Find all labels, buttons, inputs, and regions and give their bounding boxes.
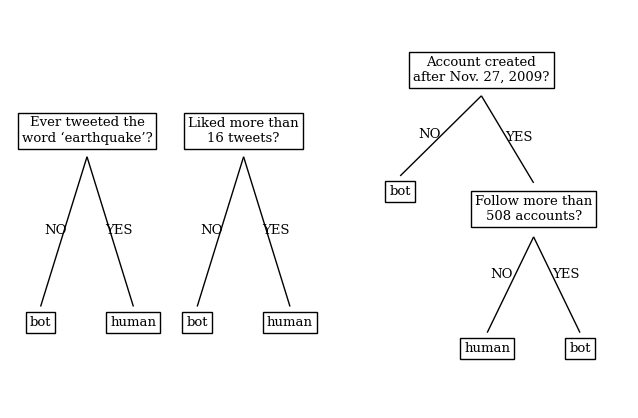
Text: human: human (110, 316, 156, 329)
Text: Liked more than
16 tweets?: Liked more than 16 tweets? (188, 117, 299, 145)
Text: NO: NO (418, 128, 440, 141)
Text: human: human (464, 342, 510, 355)
Text: YES: YES (552, 268, 579, 281)
Text: Ever tweeted the
word ‘earthquake’?: Ever tweeted the word ‘earthquake’? (22, 117, 152, 145)
Text: bot: bot (389, 185, 411, 198)
Text: YES: YES (105, 224, 133, 237)
Text: bot: bot (569, 342, 591, 355)
Text: human: human (267, 316, 313, 329)
Text: Account created
after Nov. 27, 2009?: Account created after Nov. 27, 2009? (413, 56, 549, 84)
Text: NO: NO (44, 224, 66, 237)
Text: YES: YES (262, 224, 289, 237)
Text: bot: bot (186, 316, 208, 329)
Text: YES: YES (505, 131, 533, 144)
Text: bot: bot (30, 316, 51, 329)
Text: NO: NO (491, 268, 513, 281)
Text: Follow more than
508 accounts?: Follow more than 508 accounts? (475, 195, 592, 223)
Text: NO: NO (200, 224, 223, 237)
